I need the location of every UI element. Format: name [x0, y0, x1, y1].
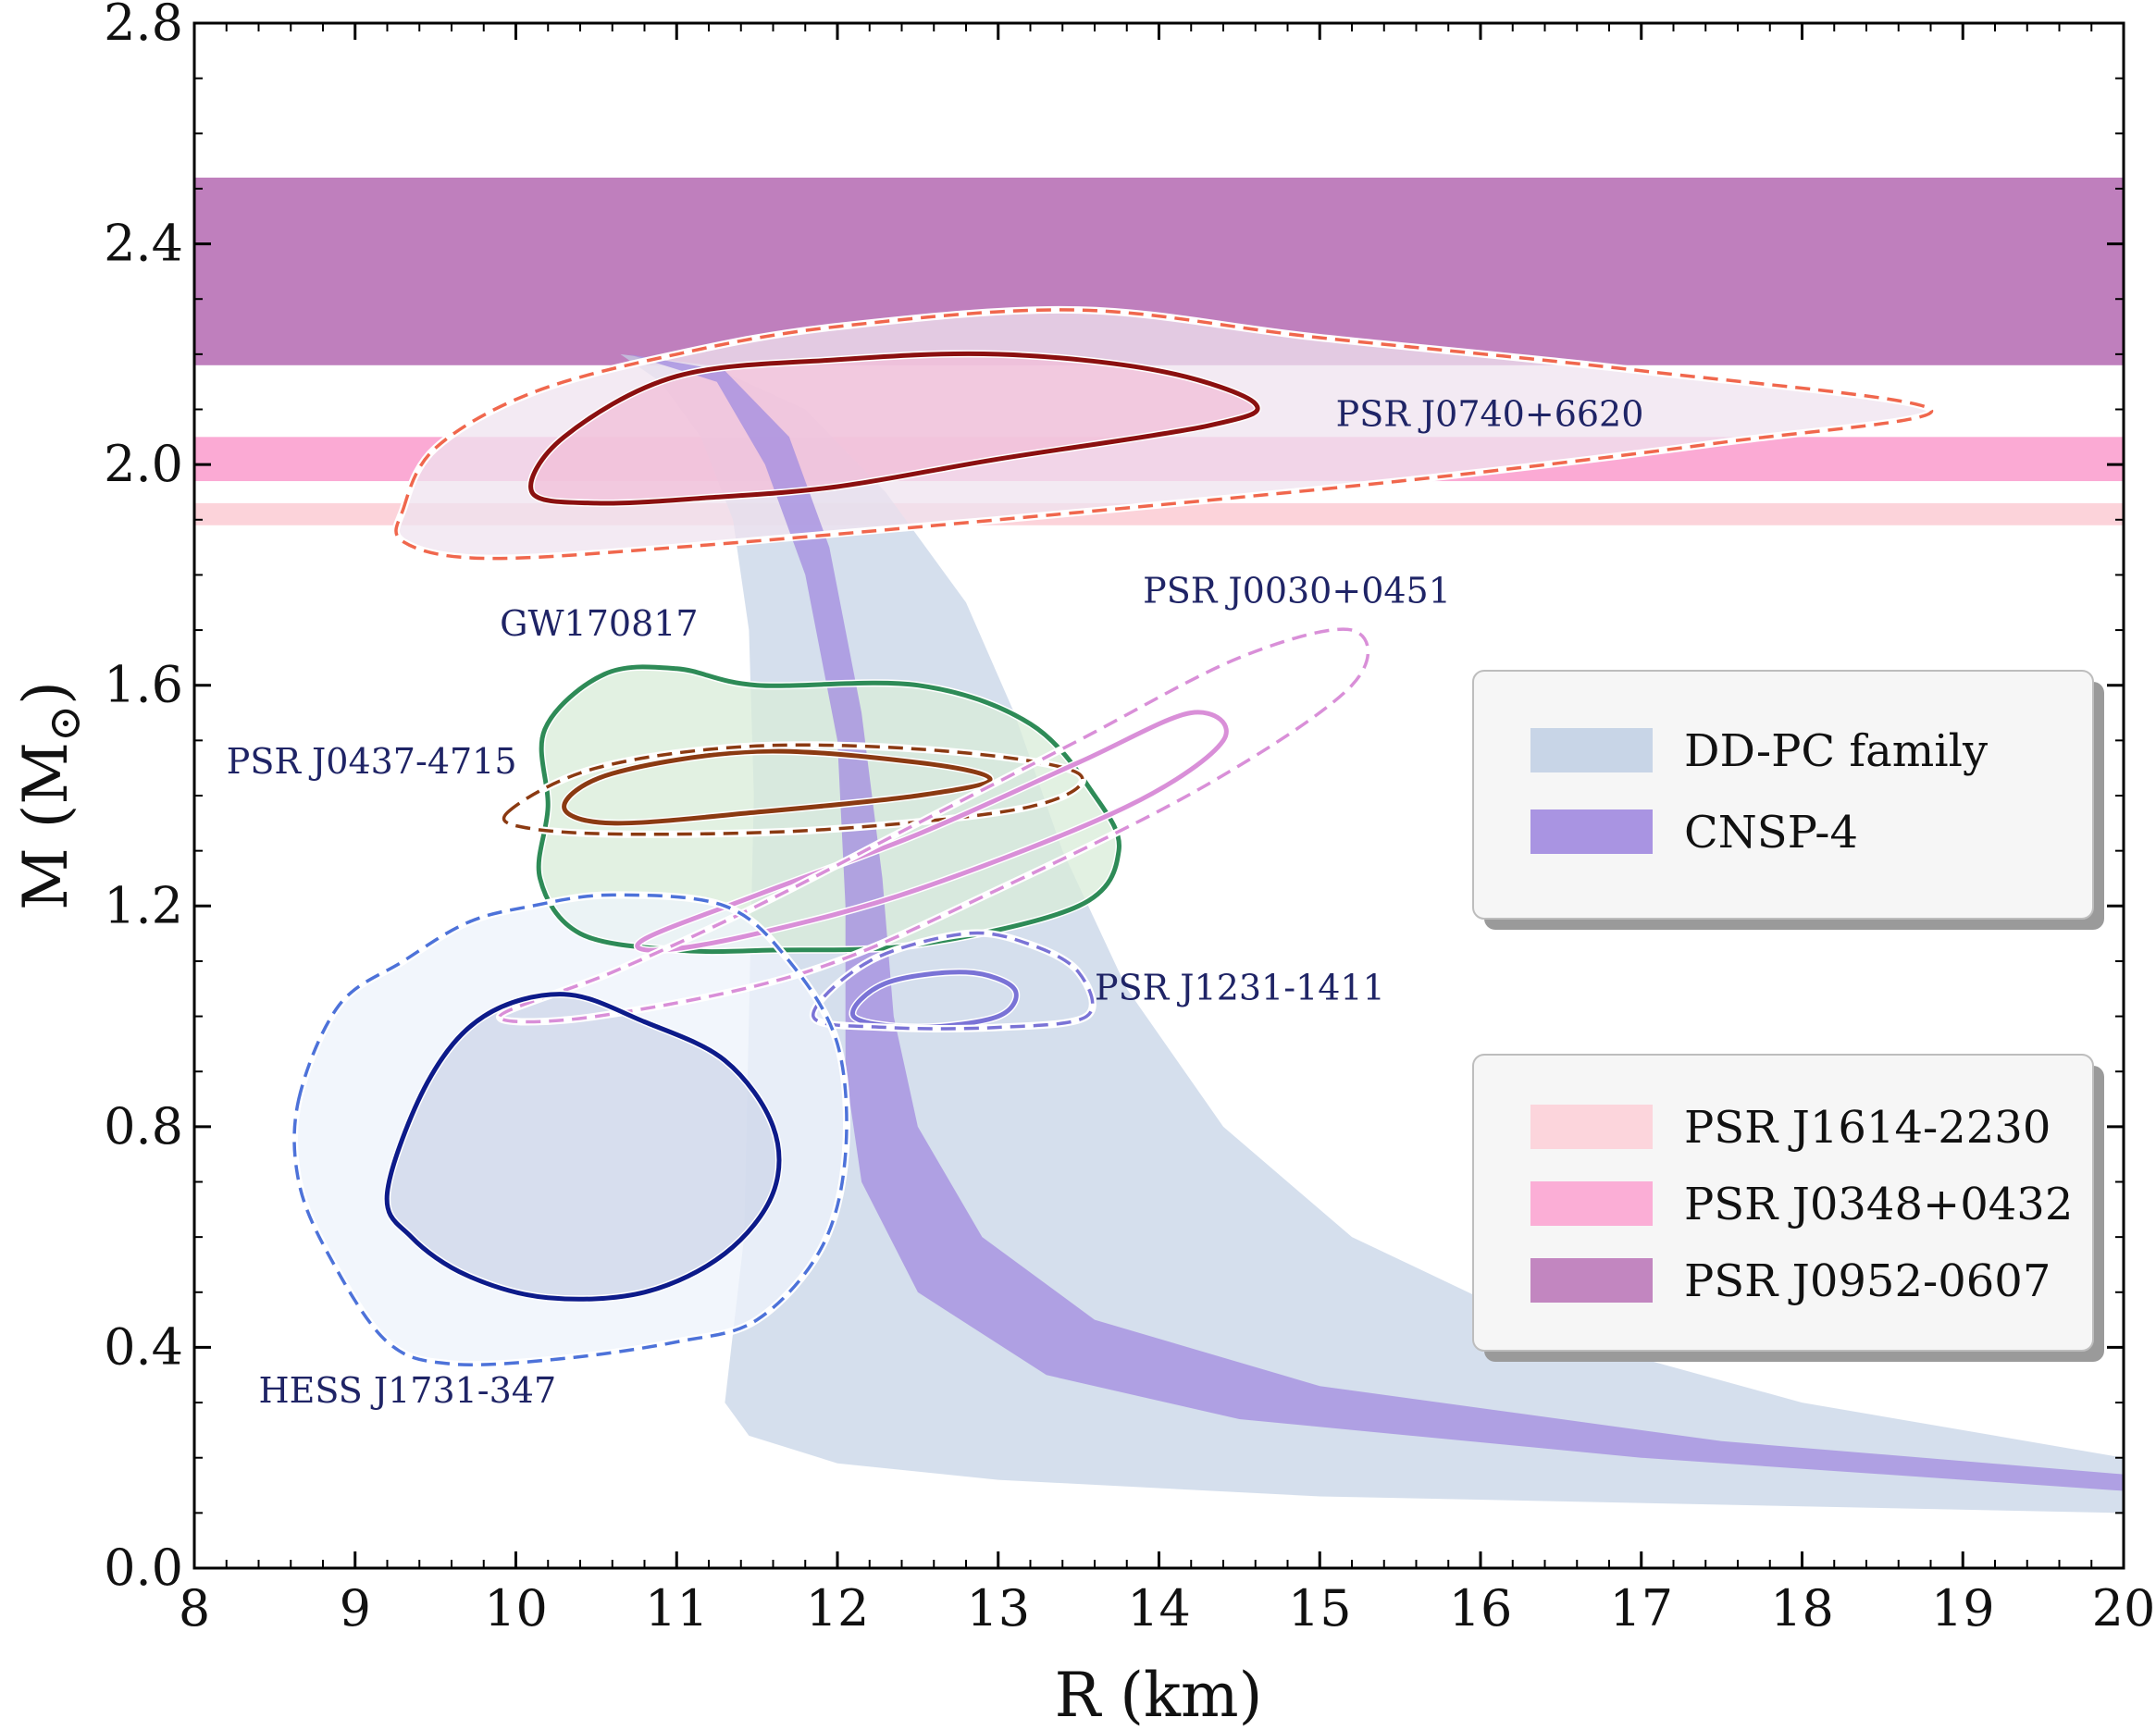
x-axis-label: R (km) — [1055, 1660, 1263, 1730]
y-tick-label: 2.8 — [104, 0, 183, 52]
svg-text:M (M⊙): M (M⊙) — [10, 681, 91, 910]
x-tick-label: 19 — [1931, 1579, 1995, 1637]
y-tick-label: 1.6 — [104, 656, 183, 714]
contour-psr-j0437-4715-outer — [502, 743, 1084, 836]
sun-symbol: ⊙ — [39, 705, 91, 742]
y-tick-label: 1.2 — [104, 876, 183, 934]
y-tick-label: 0.8 — [104, 1097, 183, 1155]
x-tick-label: 8 — [179, 1579, 210, 1637]
y-tick-label: 0.4 — [104, 1317, 183, 1376]
x-tick-label: 15 — [1288, 1579, 1352, 1637]
annotation-psr-j0437-4715: PSR J0437-4715 — [227, 741, 517, 782]
legend-label-psr-j0952-0607: PSR J0952-0607 — [1684, 1255, 2051, 1307]
legend-swatch-psr-j1614-2230 — [1530, 1105, 1653, 1149]
y-tick-label: 0.0 — [104, 1538, 183, 1597]
x-tick-label: 16 — [1449, 1579, 1513, 1637]
dd-pc-family-band — [620, 353, 2124, 1514]
x-tick-label: 13 — [966, 1579, 1030, 1637]
contour-psr-j0740-6620-inner — [528, 351, 1260, 506]
contour-psr-j0740-6620-outer — [394, 308, 1934, 561]
x-tick-label: 11 — [645, 1579, 709, 1637]
y-axis-label: M (M⊙) — [10, 681, 91, 910]
contour-gw170817 — [536, 664, 1121, 955]
annotation-hess-j1731-347: HESS J1731-347 — [259, 1370, 557, 1411]
x-tick-label: 12 — [806, 1579, 870, 1637]
x-tick-label: 20 — [2092, 1579, 2156, 1637]
contour-hess-j1731-347-inner — [384, 992, 782, 1302]
contour-psr-j0030-0451-outer — [498, 627, 1370, 1024]
y-tick-label: 2.0 — [104, 435, 183, 493]
contour-fill-gw170817 — [539, 666, 1120, 952]
legend-swatch-cnsp-4 — [1530, 809, 1653, 854]
plot-area — [194, 178, 2124, 1514]
contour-fill-hess-j1731-347-inner — [387, 994, 780, 1300]
x-tick-label: 14 — [1127, 1579, 1191, 1637]
annotation-psr-j0740-6620: PSR J0740+6620 — [1336, 393, 1644, 434]
legend-lower: PSR J1614-2230 PSR J0348+0432 PSR J0952-06… — [1472, 1054, 2104, 1362]
contour-hess-j1731-347-outer — [292, 893, 849, 1366]
legend-label-dd-pc-family: DD-PC family — [1684, 725, 1988, 777]
annotation-gw170817: GW170817 — [500, 603, 698, 644]
annotation-psr-j1231-1411: PSR J1231-1411 — [1095, 968, 1385, 1008]
legend-label-cnsp-4: CNSP-4 — [1684, 807, 1858, 859]
x-tick-label: 9 — [340, 1579, 371, 1637]
x-tick-label: 17 — [1609, 1579, 1673, 1637]
legend-label-psr-j1614-2230: PSR J1614-2230 — [1684, 1102, 2051, 1154]
cnsp-4-band — [628, 353, 2124, 1491]
contour-psr-j0437-4715-inner — [562, 748, 993, 826]
x-tick-label: 10 — [484, 1579, 548, 1637]
annotation-psr-j0030-0451: PSR J0030+0451 — [1143, 570, 1451, 611]
y-tick-label: 2.4 — [104, 215, 183, 273]
legend-swatch-dd-pc-family — [1530, 728, 1653, 772]
annotations: PSR J0740+6620 PSR J0030+0451 GW170817 PSR … — [227, 393, 1644, 1411]
legend-upper: DD-PC family CNSP-4 — [1472, 670, 2104, 930]
contour-psr-j1231-1411-outer — [812, 931, 1095, 1031]
axis-ticks: 8 9 10 11 12 13 14 15 16 17 18 19 20 0.0 0.4 0.8 1.2 1.6 2… — [104, 0, 2155, 1637]
legend-label-psr-j0348-0432: PSR J0348+0432 — [1684, 1179, 2073, 1230]
contour-fill-psr-j0740-6620-inner — [530, 353, 1258, 504]
legend-swatch-psr-j0348-0432 — [1530, 1181, 1653, 1226]
x-tick-label: 18 — [1770, 1579, 1834, 1637]
legend-box — [1472, 670, 2094, 920]
legend-swatch-psr-j0952-0607 — [1530, 1258, 1653, 1303]
